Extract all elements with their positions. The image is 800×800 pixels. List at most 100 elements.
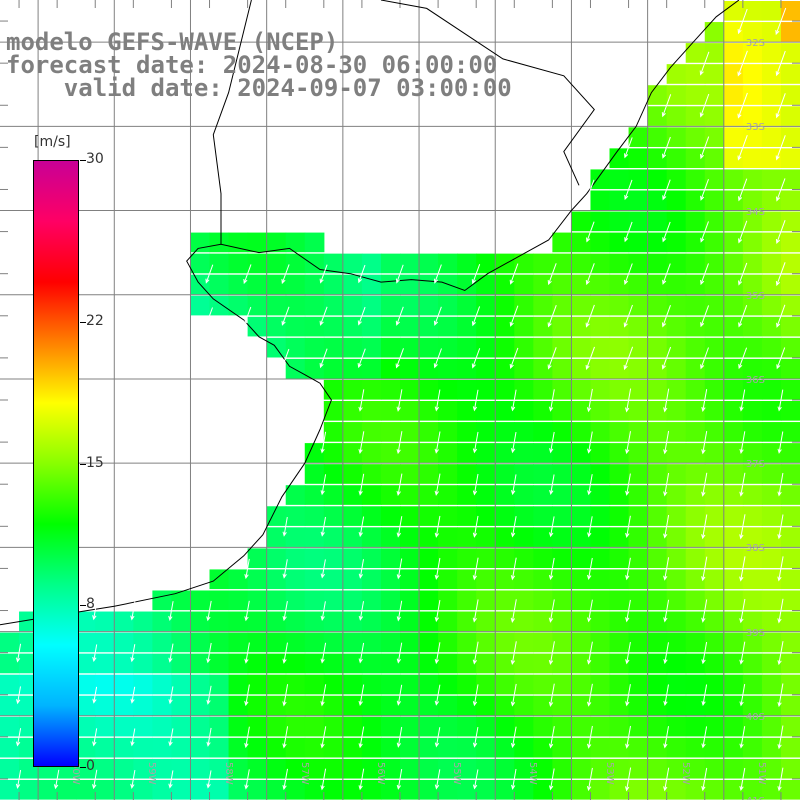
wind-cell <box>342 485 363 505</box>
wind-cell <box>247 716 268 737</box>
wind-cell <box>0 737 20 758</box>
wind-cell <box>704 611 725 632</box>
wind-cell <box>723 85 744 105</box>
wind-cell <box>647 295 668 316</box>
wind-cell <box>666 506 687 526</box>
wind-cell <box>457 695 477 716</box>
wind-cell <box>285 548 306 569</box>
wind-cell <box>419 569 439 590</box>
wind-cell <box>476 590 496 611</box>
wind-cell <box>571 295 592 316</box>
wind-cell <box>419 422 439 442</box>
wind-arrow <box>701 472 708 497</box>
wind-arrow <box>739 767 746 792</box>
wind-cell <box>571 337 592 358</box>
wind-cell <box>457 337 477 358</box>
wind-cell <box>571 211 592 232</box>
wind-cell <box>761 253 782 274</box>
wind-cell <box>571 253 592 274</box>
wind-arrow <box>15 643 22 663</box>
wind-cell <box>514 737 534 758</box>
wind-cell <box>666 295 687 316</box>
wind-cell <box>609 611 630 632</box>
wind-cell <box>285 506 306 526</box>
wind-cell <box>323 379 344 400</box>
title-valid-date: valid date: 2024-09-07 03:00:00 <box>63 74 512 102</box>
wind-cell <box>666 64 687 84</box>
wind-cell <box>552 569 573 590</box>
wind-cell <box>723 695 744 716</box>
wind-cell <box>438 422 458 442</box>
wind-arrow <box>434 642 441 665</box>
wind-arrow <box>434 684 441 706</box>
wind-arrow <box>776 178 786 202</box>
wind-cell <box>495 590 515 611</box>
wind-cell <box>152 758 173 779</box>
wind-cell <box>685 653 706 674</box>
wind-cell <box>628 527 649 547</box>
wind-cell <box>685 337 706 358</box>
wind-arrow <box>358 516 365 538</box>
wind-cell <box>304 464 325 484</box>
wind-cell <box>323 716 344 737</box>
wind-cell <box>590 379 611 400</box>
wind-cell <box>590 674 611 695</box>
wind-cell <box>419 716 439 737</box>
wind-cell <box>419 527 439 547</box>
wind-cell <box>571 611 592 632</box>
wind-cell <box>114 779 134 800</box>
wind-arrow <box>206 727 212 747</box>
wind-cell <box>361 527 382 547</box>
wind-cell <box>266 611 287 632</box>
wind-cell <box>171 695 192 716</box>
wind-cell <box>723 337 744 358</box>
wind-arrow <box>663 515 670 539</box>
wind-cell <box>0 695 20 716</box>
colorbar-tick-label: 22 <box>86 312 104 329</box>
wind-cell <box>590 632 611 653</box>
wind-cell <box>742 295 763 316</box>
wind-cell <box>266 695 287 716</box>
wind-cell <box>742 127 763 147</box>
wind-cell <box>666 674 687 695</box>
wind-cell <box>304 527 325 547</box>
wind-cell <box>438 443 458 463</box>
wind-arrow <box>320 601 326 621</box>
wind-cell <box>723 590 744 611</box>
wind-cell <box>476 464 496 484</box>
wind-cell <box>685 464 706 484</box>
wind-arrow <box>624 137 633 159</box>
wind-arrow <box>282 559 288 579</box>
wind-arrow <box>510 641 517 666</box>
wind-cell <box>457 653 477 674</box>
wind-arrow <box>434 727 441 748</box>
wind-cell <box>533 548 553 569</box>
wind-cell <box>400 779 420 800</box>
wind-cell <box>609 295 630 316</box>
wind-cell <box>228 274 249 295</box>
wind-arrow <box>700 221 709 243</box>
wind-cell <box>590 590 611 611</box>
wind-cell <box>400 506 420 526</box>
wind-arrow <box>472 473 479 496</box>
wind-arrow <box>739 726 746 749</box>
wind-cell <box>133 653 153 674</box>
wind-cell <box>780 443 800 463</box>
wind-cell <box>514 464 534 484</box>
wind-cell <box>190 253 211 274</box>
wind-cell <box>400 401 420 421</box>
wind-cell <box>400 590 420 611</box>
wind-arrow <box>624 179 633 201</box>
wind-cell <box>609 737 630 758</box>
wind-cell <box>590 443 611 463</box>
wind-cell <box>190 611 211 632</box>
wind-cell <box>647 253 668 274</box>
wind-cell <box>114 737 134 758</box>
wind-arrow <box>510 432 517 454</box>
wind-arrow <box>472 557 479 581</box>
wind-cell <box>723 443 744 463</box>
wind-cell <box>647 379 668 400</box>
wind-arrow <box>548 726 555 749</box>
wind-cell <box>380 253 401 274</box>
